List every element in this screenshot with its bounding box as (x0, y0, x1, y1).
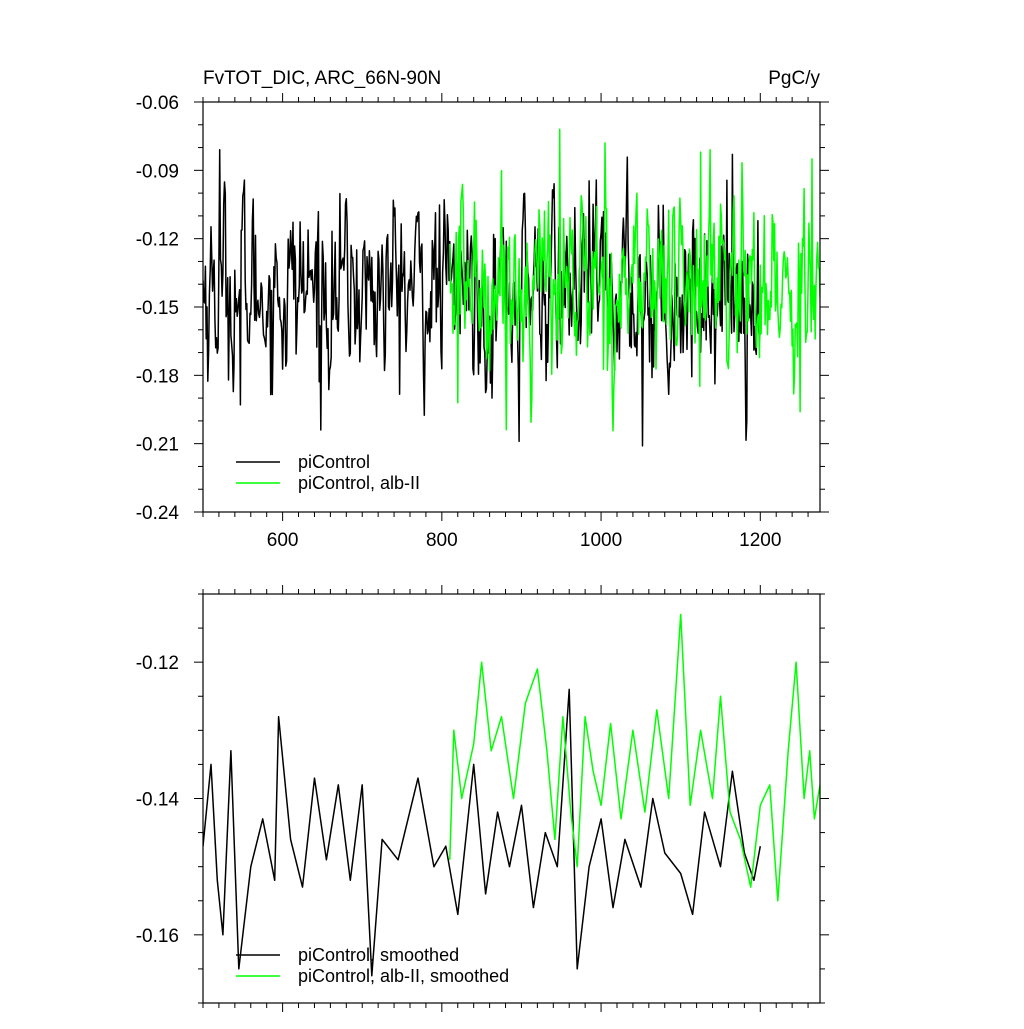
x-tick-label: 1000 (580, 530, 622, 551)
x-tick-label: 600 (267, 530, 299, 551)
series-line-picontrol-alb-ii (449, 128, 820, 432)
y-tick-label: -0.09 (136, 161, 179, 182)
panel-top: 600 800 1000 1200 -0.06 -0.09 -0.12 -0.15 -0.18 -… (136, 93, 829, 551)
y-tick-label: -0.12 (136, 653, 179, 674)
y-tick-label: -0.12 (136, 230, 179, 251)
legend-label: piControl (298, 452, 370, 472)
y-tick-label: -0.18 (136, 366, 179, 387)
y-tick-label: -0.24 (136, 503, 180, 524)
series-line-picontrol (203, 149, 762, 447)
y-tick-label: -0.16 (136, 926, 179, 947)
series-line-picontrol-alb-ii (449, 613, 820, 902)
panel-bottom: -0.12 -0.14 -0.16 piControl, smoothedpiCont… (136, 585, 829, 1012)
x-tick-label: 800 (426, 530, 458, 551)
series-line-picontrol (203, 688, 762, 977)
y-tick-label: -0.14 (136, 790, 180, 811)
units-label: PgC/y (768, 68, 820, 89)
y-tick-label: -0.06 (136, 93, 179, 114)
y-tick-label: -0.15 (136, 298, 179, 319)
x-tick-label: 1200 (739, 530, 781, 551)
legend-label: piControl, smoothed (298, 945, 459, 965)
legend-label: piControl, alb-II, smoothed (298, 966, 509, 986)
legend-label: piControl, alb-II (298, 473, 420, 493)
chart-title: FvTOT_DIC, ARC_66N-90N (203, 68, 441, 89)
y-tick-label: -0.21 (136, 435, 179, 456)
